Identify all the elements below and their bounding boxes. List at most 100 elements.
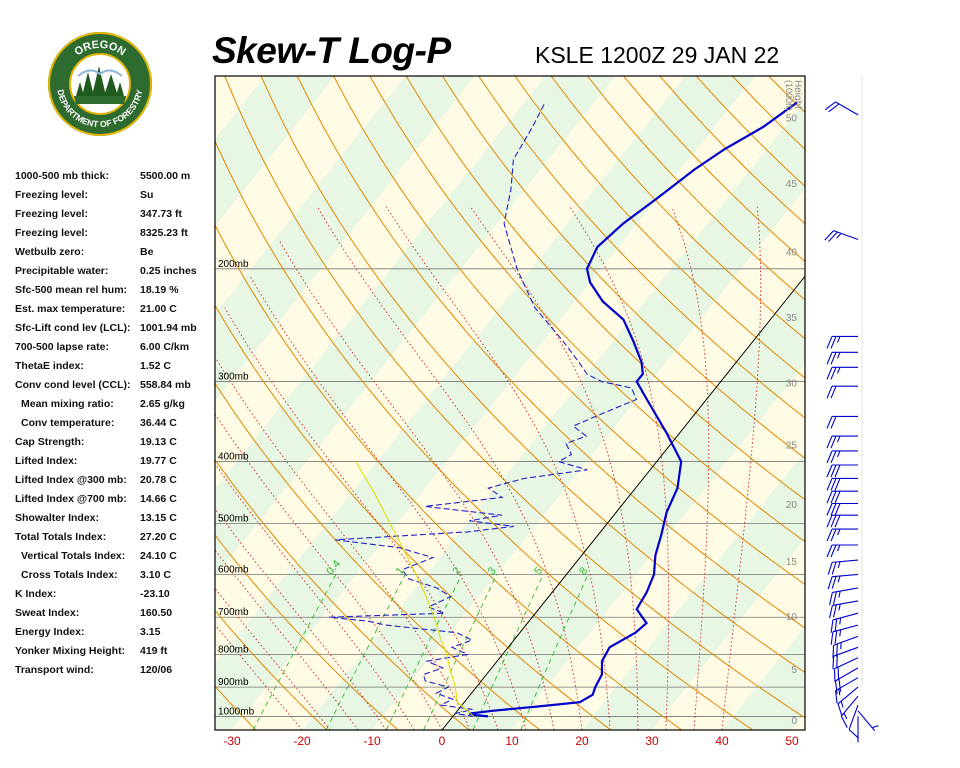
chart-title: Skew-T Log-P: [212, 30, 451, 71]
barb-staff: [835, 677, 859, 692]
barb-staff: [832, 612, 859, 621]
stat-label: Cross Totals Index:: [21, 569, 118, 581]
stat-row: Sfc-Lift cond lev (LCL): 1001.94 mb: [15, 320, 215, 339]
barb-staff: [832, 559, 859, 563]
wind-barb: [830, 612, 859, 633]
plot-frame: [214, 75, 806, 731]
stat-label: Est. max temperature:: [15, 303, 126, 315]
stat-row: Lifted Index @700 mb: 14.66 C: [15, 491, 215, 510]
stat-label: Conv temperature:: [21, 417, 115, 429]
x-tick-label: 50: [785, 734, 799, 748]
mixing-ratio-line: [325, 574, 406, 730]
mixing-ratio-line: [472, 574, 544, 730]
height-axis-title: Height: [792, 80, 803, 109]
barb-flag-full: [829, 592, 833, 606]
isotherm-band: [0, 76, 55, 730]
temperature-trace: [468, 101, 798, 718]
stat-value: 20.78 C: [140, 474, 177, 486]
stat-row: Conv temperature: 36.44 C: [15, 415, 215, 434]
barb-flag-full: [826, 336, 833, 349]
mixing-ratio-line: [423, 574, 498, 730]
stat-row: Freezing level: 8325.23 ft: [15, 225, 215, 244]
isotherm-band: [215, 76, 336, 227]
stat-value: 160.50: [140, 607, 173, 619]
wind-barb: [826, 450, 858, 464]
moist-adiabat: [671, 206, 710, 730]
pressure-label: 500mb: [218, 514, 249, 525]
barb-flag-full: [826, 352, 833, 365]
wind-barb: [857, 710, 879, 732]
stat-label: Freezing level:: [15, 208, 88, 220]
stat-label: 1000-500 mb thick:: [15, 170, 109, 182]
stat-value: 14.66 C: [140, 493, 177, 505]
isotherm-band: [302, 101, 805, 730]
barb-flag-full: [824, 230, 834, 241]
stat-row: Yonker Mixing Height: 419 ft: [15, 643, 215, 662]
stat-value: 2.65 g/kg: [140, 398, 185, 410]
stat-label: Transport wind:: [15, 664, 94, 676]
dry-adiabat: [333, 76, 805, 586]
barb-flag-full: [830, 478, 837, 491]
stat-value: 24.10 C: [140, 550, 177, 562]
stat-value: 3.10 C: [140, 569, 171, 581]
x-tick-label: 30: [645, 734, 659, 748]
stat-value: 19.13 C: [140, 436, 177, 448]
wind-barb: [826, 502, 858, 516]
stat-label: Sweat Index:: [15, 607, 80, 619]
wind-barb: [832, 635, 859, 659]
height-tick-label: 20: [786, 500, 798, 511]
barb-flag-full: [831, 561, 837, 575]
pressure-label: 600mb: [218, 564, 249, 575]
wind-barb: [826, 544, 858, 558]
stat-row: K Index: -23.10: [15, 586, 215, 605]
wind-barb: [826, 335, 858, 349]
barb-flag-full: [826, 514, 833, 528]
wind-barb: [826, 490, 858, 504]
barb-flag-full: [830, 450, 837, 464]
barb-staff: [832, 624, 859, 633]
stat-label: Sfc-500 mean rel hum:: [15, 284, 128, 296]
barb-flag-full: [837, 667, 840, 681]
moist-adiabat: [215, 549, 359, 730]
barb-flag-full: [828, 103, 840, 113]
stat-row: Precipitable water: 0.25 inches: [15, 263, 215, 282]
barb-flag-full: [832, 645, 835, 659]
dry-adiabat: [215, 382, 541, 730]
mixing-ratio-line: [520, 574, 589, 730]
stat-value: -23.10: [140, 588, 170, 600]
dry-adiabat: [514, 76, 805, 379]
barb-flag-full: [834, 618, 838, 632]
wind-barb: [832, 646, 859, 670]
stat-row: Wetbulb zero: Be: [15, 244, 215, 263]
barb-flag-full: [828, 231, 838, 242]
wind-barb: [827, 559, 859, 575]
barb-flag-half: [871, 725, 879, 729]
wind-barb: [834, 677, 859, 704]
barb-flag-full: [834, 490, 841, 504]
stat-value: 13.15 C: [140, 512, 177, 524]
barb-flag-half: [836, 528, 841, 536]
barb-flag-full: [834, 503, 841, 516]
stat-value: 558.84 mb: [140, 379, 191, 391]
barb-flag-half: [837, 561, 841, 569]
barb-flag-half: [836, 352, 841, 359]
barb-flag-full: [826, 503, 833, 516]
height-tick-label: 10: [786, 612, 798, 623]
barb-staff: [840, 695, 859, 717]
barb-flag-half: [839, 629, 842, 637]
barb-flag-full: [830, 336, 837, 349]
stat-value: 120/06: [140, 664, 173, 676]
barb-flag-full: [824, 101, 836, 111]
barb-flag-full: [830, 367, 837, 380]
stat-value: 36.44 C: [140, 417, 177, 429]
height-tick-label: 40: [786, 248, 798, 259]
height-tick-label: 0: [791, 716, 797, 727]
stat-row: Cross Totals Index: 3.10 C: [15, 567, 215, 586]
barb-flag-full: [826, 490, 833, 504]
barb-flag-full: [834, 690, 838, 704]
stat-row: Lifted Index: 19.77 C: [15, 453, 215, 472]
barb-flag-full: [830, 385, 837, 399]
trees-icon: [76, 66, 124, 96]
stat-row: Lifted Index @300 mb: 20.78 C: [15, 472, 215, 491]
pressure-label: 400mb: [218, 452, 249, 463]
